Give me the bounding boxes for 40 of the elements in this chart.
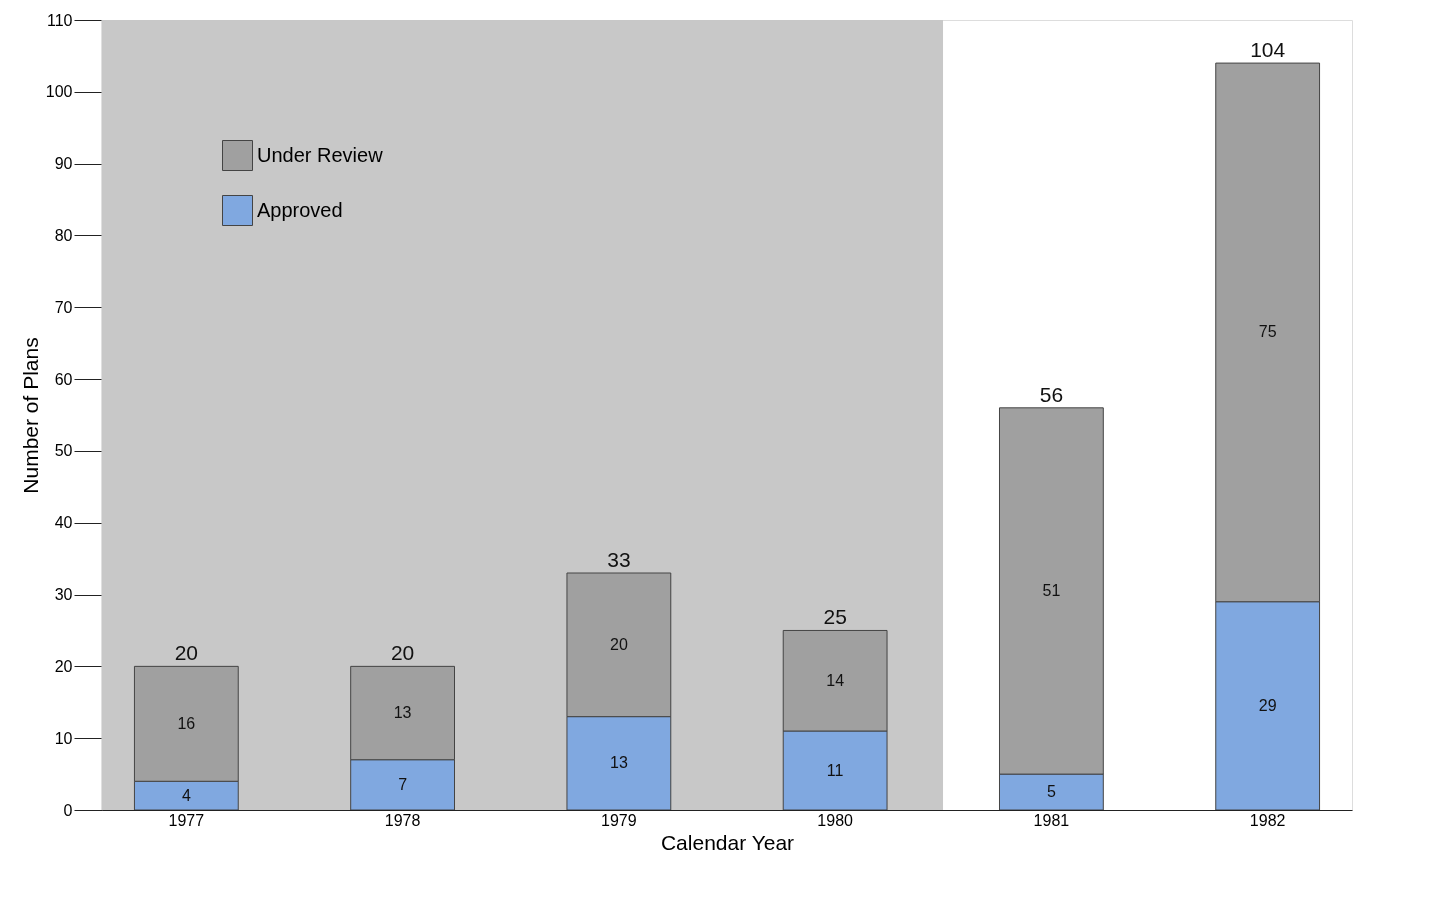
y-axis-title: Number of Plans [18, 337, 42, 494]
y-tick-label: 60 [54, 370, 73, 388]
y-tick-label: 40 [54, 514, 73, 532]
data-label: 16 [177, 714, 196, 732]
total-label: 20 [174, 641, 199, 665]
data-label: 5 [1046, 783, 1056, 801]
y-tick-label: 110 [46, 11, 73, 29]
y-tick-label: 80 [54, 226, 73, 244]
total-label: 33 [607, 548, 631, 571]
y-tick-label: 0 [63, 801, 73, 819]
y-tick-label: 90 [54, 155, 73, 173]
data-label: 75 [1258, 323, 1277, 341]
x-tick-label: 1980 [817, 811, 854, 829]
data-label: 14 [826, 671, 845, 689]
x-tick-label: 1979 [601, 811, 637, 829]
data-label: 11 [826, 761, 844, 779]
total-label: 20 [390, 641, 415, 665]
x-tick-label: 1977 [168, 811, 205, 829]
legend-label: Under Review [257, 143, 384, 166]
x-tick-label: 1981 [1033, 811, 1070, 829]
total-label: 56 [1039, 382, 1064, 406]
data-label: 29 [1258, 696, 1277, 714]
x-axis-title: Calendar Year [660, 830, 795, 854]
data-label: 20 [609, 635, 628, 653]
data-label: 7 [398, 775, 408, 793]
x-tick-label: 1982 [1249, 811, 1286, 829]
y-tick-label: 50 [54, 442, 73, 460]
y-tick-label: 30 [54, 586, 73, 604]
total-label: 104 [1250, 38, 1286, 62]
data-label: 4 [181, 786, 191, 804]
data-label: 51 [1042, 581, 1061, 599]
y-tick-label: 100 [45, 83, 73, 101]
data-label: 13 [393, 704, 412, 722]
data-label: 13 [609, 754, 628, 772]
y-tick-label: 70 [54, 298, 73, 316]
y-tick-label: 10 [54, 729, 73, 747]
y-tick-label: 20 [54, 657, 73, 675]
x-tick-label: 1978 [384, 811, 421, 829]
legend-label: Approved [257, 198, 343, 221]
total-label: 25 [823, 605, 847, 629]
